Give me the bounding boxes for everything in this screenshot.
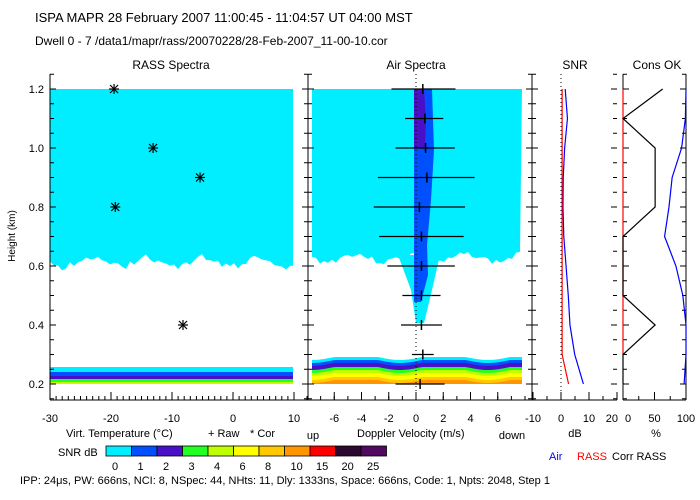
colorbar-cell xyxy=(182,445,209,457)
colorbar-tick-label: 3 xyxy=(189,461,195,473)
cons-corr-rass-line xyxy=(622,88,664,384)
x-tick-label: 10 xyxy=(288,413,300,425)
air-snr-band-7 xyxy=(312,380,522,384)
x-tick-label: 6 xyxy=(495,413,501,425)
chart-marks xyxy=(109,84,687,389)
colorbar-tick-label: 10 xyxy=(291,461,303,473)
legend-corr-rass: Corr RASS xyxy=(612,451,666,463)
colorbar-cell xyxy=(284,445,311,457)
rass-cor-point xyxy=(110,202,121,212)
figure-subtitle: Dwell 0 - 7 /data1/mapr/rass/20070228/28… xyxy=(35,34,388,48)
snr-x-axis-label: dB xyxy=(568,428,581,440)
colorbar-cell xyxy=(309,445,336,457)
colorbar-tick-label: 8 xyxy=(265,461,271,473)
axes: -30 -20 -10 0 10 -6 -4 -2 0 2 4 6 -10 0 10 20 0 50 1000.20… xyxy=(29,73,695,425)
x-tick-label: -20 xyxy=(103,413,119,425)
colorbar-cell xyxy=(131,445,158,457)
y-tick-label: 1.0 xyxy=(29,143,44,155)
star-stroke xyxy=(110,202,120,212)
x-tick-label: 50 xyxy=(648,413,660,425)
figure-title: ISPA MAPR 28 February 2007 11:00:45 - 11… xyxy=(35,10,413,25)
snr-air-line xyxy=(562,88,584,385)
air-x-axis-label: Doppler Velocity (m/s) xyxy=(357,428,465,440)
x-tick-label: -30 xyxy=(42,413,58,425)
colorbar-tick-label: 1 xyxy=(138,461,144,473)
x-tick-label: -10 xyxy=(525,413,541,425)
colorbar-tick-label: 2 xyxy=(163,461,169,473)
rass-panel-title: RASS Spectra xyxy=(132,58,210,72)
colorbar-tick-label: 25 xyxy=(367,461,379,473)
x-tick-label: 20 xyxy=(606,413,618,425)
y-tick-label: 0.2 xyxy=(29,379,44,391)
star-stroke xyxy=(195,173,205,182)
x-tick-label: -10 xyxy=(164,413,180,425)
colorbar-cell xyxy=(207,445,234,457)
colorbar-cell xyxy=(360,445,387,457)
star-stroke xyxy=(178,320,188,330)
star-stroke xyxy=(109,84,119,94)
rass-cor-point xyxy=(148,143,159,153)
legend-rass: RASS xyxy=(577,451,607,463)
rass-x-axis-label: Virt. Temperature (°C) xyxy=(66,428,173,440)
x-tick-label: 2 xyxy=(440,413,446,425)
snr-colorbar: 0 1 2 3 4 6 8 10 15 20 25 xyxy=(105,445,387,473)
colorbar-cell xyxy=(233,445,260,457)
x-tick-label: -2 xyxy=(384,413,394,425)
y-tick-label: 0.6 xyxy=(29,261,44,273)
cons-panel-title: Cons OK xyxy=(633,58,682,72)
rass-snr-band-4 xyxy=(50,382,293,384)
footer-params: IPP: 24μs, PW: 666ns, NCI: 8, NSpec: 44,… xyxy=(20,475,550,487)
y-axis-label: Height (km) xyxy=(7,210,18,262)
colorbar-cell xyxy=(335,445,362,457)
snr-contours xyxy=(50,89,522,384)
legend-cor: * Cor xyxy=(250,428,275,440)
x-tick-label: -6 xyxy=(329,413,339,425)
rass-cor-point xyxy=(109,84,120,94)
x-tick-label: 0 xyxy=(413,413,419,425)
x-tick-label: 4 xyxy=(467,413,473,425)
snr-panel-title: SNR xyxy=(562,58,588,72)
rass-snr-region-0 xyxy=(50,89,293,271)
colorbar-tick-label: 20 xyxy=(342,461,354,473)
snr-rass-line xyxy=(561,89,570,385)
colorbar-label: SNR dB xyxy=(58,447,98,459)
y-tick-label: 0.8 xyxy=(29,202,44,214)
colorbar-tick-label: 15 xyxy=(316,461,328,473)
x-tick-label: 10 xyxy=(583,413,595,425)
rass-cor-point xyxy=(177,320,188,330)
y-tick-label: 0.4 xyxy=(29,320,44,332)
legend-raw: + Raw xyxy=(208,428,240,440)
x-tick-label: 0 xyxy=(230,413,236,425)
air-panel-title: Air Spectra xyxy=(386,58,446,72)
legend-air: Air xyxy=(549,451,563,463)
cons-air-line xyxy=(663,88,687,385)
x-tick-label: 100 xyxy=(677,413,695,425)
air-right-label-down: down xyxy=(499,430,525,442)
colorbar-cell xyxy=(258,445,285,457)
colorbar-tick-label: 4 xyxy=(214,461,220,473)
x-tick-label: -4 xyxy=(357,413,367,425)
air-left-label-up: up xyxy=(307,430,319,442)
x-tick-label: 0 xyxy=(625,413,631,425)
colorbar-tick-label: 6 xyxy=(240,461,246,473)
y-tick-label: 1.2 xyxy=(29,84,44,96)
rass-snr-band-3 xyxy=(50,379,293,384)
star-stroke xyxy=(148,143,158,153)
cons-x-axis-label: % xyxy=(651,428,661,440)
colorbar-cell xyxy=(156,445,183,457)
rass-cor-point xyxy=(195,172,206,183)
colorbar-tick-label: 0 xyxy=(112,461,118,473)
x-tick-label: 0 xyxy=(558,413,564,425)
colorbar-cell xyxy=(105,445,132,457)
